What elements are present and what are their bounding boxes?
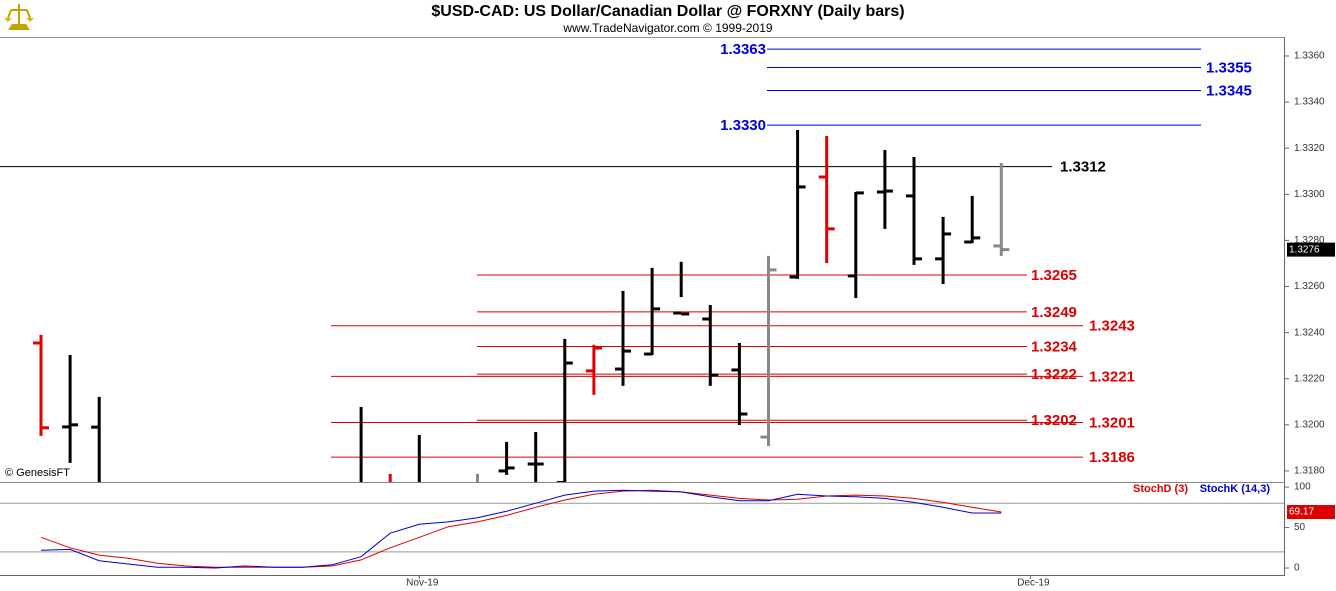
legend-entry: StochD (3)	[1133, 483, 1188, 495]
y-tick-label: 0	[1294, 563, 1300, 574]
y-tick-label: 1.3320	[1294, 143, 1325, 154]
y-tick-label: 1.3220	[1294, 373, 1325, 384]
x-tick-label: Nov-19	[406, 578, 439, 589]
legend-entry: StochK (14,3)	[1200, 483, 1271, 495]
y-tick-label: 100	[1294, 482, 1311, 493]
level-label: 1.3186	[1089, 449, 1135, 466]
y-tick-label: 1.3260	[1294, 281, 1325, 292]
last-price-box	[1287, 242, 1335, 257]
level-label: 1.3363	[720, 41, 766, 58]
level-label: 1.3330	[720, 117, 766, 134]
y-tick-label: 1.3300	[1294, 189, 1325, 200]
last-value-box	[1287, 505, 1335, 520]
level-label: 1.3355	[1206, 59, 1252, 76]
level-label: 1.3345	[1206, 83, 1252, 100]
level-label: 1.3221	[1089, 368, 1135, 385]
level-label: 1.3222	[1031, 366, 1077, 383]
source-note: © GenesisFT	[5, 467, 70, 479]
y-tick-label: 50	[1294, 522, 1306, 533]
bars	[33, 129, 1010, 482]
chart-subtitle: www.TradeNavigator.com © 1999-2019	[562, 21, 772, 35]
level-label: 1.3249	[1031, 304, 1077, 321]
y-tick-label: 1.3240	[1294, 327, 1325, 338]
level-label: 1.3202	[1031, 412, 1077, 429]
chart-title: $USD-CAD: US Dollar/Canadian Dollar @ FO…	[431, 3, 904, 20]
last-price-label: 1.3276	[1289, 244, 1320, 255]
y-tick-label: 1.3340	[1294, 97, 1325, 108]
level-label: 1.3243	[1089, 318, 1135, 335]
level-label: 1.3312	[1060, 159, 1106, 176]
y-tick-label: 1.3360	[1294, 51, 1325, 62]
last-value-label: 69.17	[1289, 507, 1314, 518]
logo	[4, 4, 34, 30]
y-tick-label: 1.3280	[1294, 235, 1325, 246]
y-tick-label: 1.3200	[1294, 419, 1325, 430]
y-tick-label: 1.3180	[1294, 466, 1325, 477]
stoch-line	[40, 489, 1002, 569]
x-tick-label: Dec-19	[1017, 578, 1050, 589]
level-label: 1.3201	[1089, 414, 1135, 431]
stoch-line	[40, 489, 1002, 568]
level-label: 1.3234	[1031, 338, 1078, 355]
level-label: 1.3265	[1031, 267, 1077, 284]
